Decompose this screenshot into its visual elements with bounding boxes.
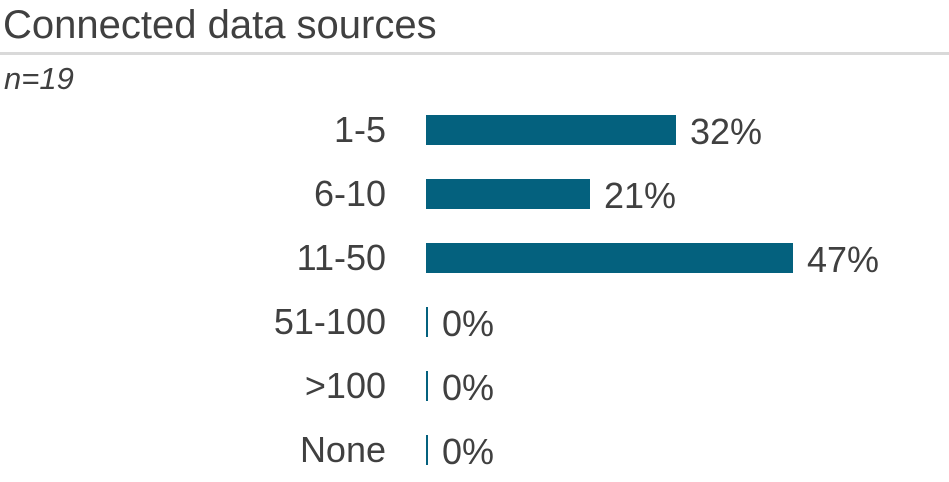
bar: [426, 243, 793, 273]
chart-row: 1-5 32%: [0, 98, 949, 162]
value-label: 0%: [442, 366, 495, 408]
chart-row: None 0%: [0, 418, 949, 482]
value-label: 21%: [604, 174, 677, 216]
category-label: 11-50: [296, 237, 386, 278]
value-label: 32%: [690, 110, 763, 152]
chart-row: 51-100 0%: [0, 290, 949, 354]
title-divider: [0, 52, 949, 55]
value-label: 0%: [442, 302, 495, 344]
bar-chart: 1-5 32% 6-10 21% 11-50 47% 51-100 0% >100 0% None 0…: [0, 98, 949, 482]
chart-row: 11-50 47%: [0, 226, 949, 290]
zero-value-tick: [426, 371, 428, 401]
value-label: 0%: [442, 430, 495, 472]
bar: [426, 179, 590, 209]
zero-value-tick: [426, 435, 428, 465]
category-label: None: [299, 429, 386, 470]
value-label: 47%: [807, 238, 880, 280]
sample-size-label: n=19: [4, 61, 74, 96]
zero-value-tick: [426, 307, 428, 337]
bar-zone: 0%: [426, 354, 494, 418]
category-label: >100: [304, 365, 386, 406]
bar: [426, 115, 676, 145]
bar-zone: 21%: [426, 162, 676, 226]
chart-row: >100 0%: [0, 354, 949, 418]
category-label: 6-10: [313, 173, 386, 214]
chart-row: 6-10 21%: [0, 162, 949, 226]
chart-title: Connected data sources: [3, 3, 437, 47]
bar-zone: 0%: [426, 418, 494, 482]
category-label: 1-5: [333, 109, 386, 150]
bar-zone: 0%: [426, 290, 494, 354]
bar-zone: 47%: [426, 226, 879, 290]
bar-zone: 32%: [426, 98, 762, 162]
category-label: 51-100: [273, 301, 386, 342]
